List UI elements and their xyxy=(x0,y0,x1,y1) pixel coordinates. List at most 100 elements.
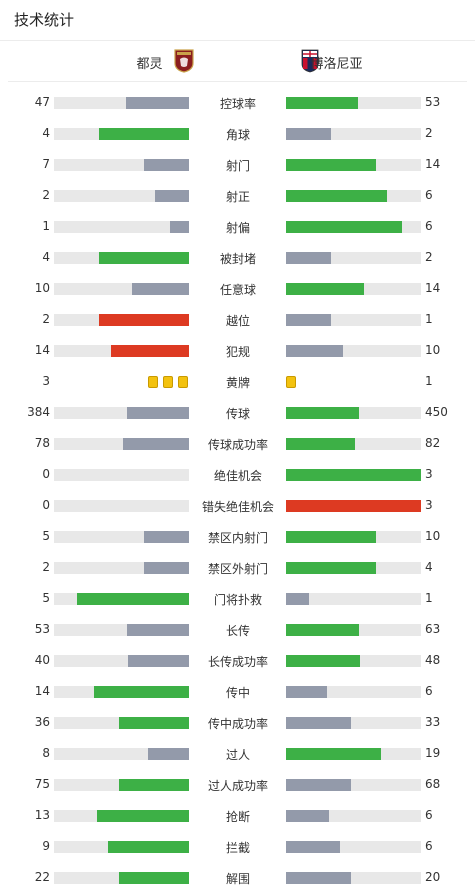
stat-row: 53 长传 63 xyxy=(0,615,475,646)
home-stat-value: 8 xyxy=(42,746,50,760)
page-title: 技术统计 xyxy=(0,0,475,41)
away-stat-value: 20 xyxy=(425,870,441,884)
home-stat-bar xyxy=(54,283,189,295)
home-stat-value: 53 xyxy=(34,622,50,636)
stat-row: 3 黄牌 1 xyxy=(0,367,475,398)
stat-row: 40 长传成功率 48 xyxy=(0,646,475,677)
away-stat-bar-fill xyxy=(286,624,359,636)
stat-row: 75 过人成功率 68 xyxy=(0,770,475,801)
home-stat-bar xyxy=(54,500,189,512)
away-stat-bar xyxy=(286,407,421,419)
away-stat-bar xyxy=(286,500,421,512)
home-stat-bar xyxy=(54,810,189,822)
away-stat-bar xyxy=(286,128,421,140)
stat-label: 传中 xyxy=(225,686,250,700)
away-stat-bar-fill xyxy=(286,717,351,729)
away-stat-value: 14 xyxy=(425,157,441,171)
stat-row: 5 门将扑救 1 xyxy=(0,584,475,615)
stat-label: 禁区内射门 xyxy=(207,531,268,545)
stat-label: 犯规 xyxy=(225,345,250,359)
home-stat-bar xyxy=(54,345,189,357)
stat-label: 角球 xyxy=(225,128,250,142)
away-stat-bar xyxy=(286,97,421,109)
bologna-crest-icon xyxy=(301,49,319,73)
away-stat-value: 19 xyxy=(425,746,441,760)
away-stat-bar-fill xyxy=(286,562,376,574)
home-stat-bar-fill xyxy=(123,438,189,450)
stat-label: 过人成功率 xyxy=(207,779,268,793)
home-stat-bar-fill xyxy=(155,190,189,202)
away-stat-bar xyxy=(286,283,421,295)
stat-row: 36 传中成功率 33 xyxy=(0,708,475,739)
home-stat-bar xyxy=(54,97,189,109)
away-stat-bar-fill xyxy=(286,159,376,171)
home-stat-value: 78 xyxy=(34,436,50,450)
stat-label: 传中成功率 xyxy=(207,717,268,731)
yellow-card-icon xyxy=(163,376,173,388)
home-stat-value: 40 xyxy=(34,653,50,667)
home-stat-bar-fill xyxy=(119,872,189,884)
away-stat-value: 63 xyxy=(425,622,441,636)
stat-row: 0 错失绝佳机会 3 xyxy=(0,491,475,522)
away-stat-value: 1 xyxy=(425,374,433,388)
yellow-card-icon xyxy=(178,376,188,388)
away-stat-value: 450 xyxy=(425,405,448,419)
away-stat-value: 10 xyxy=(425,529,441,543)
stat-row: 5 禁区内射门 10 xyxy=(0,522,475,553)
stat-row: 22 解围 20 xyxy=(0,863,475,894)
home-stat-bar xyxy=(54,221,189,233)
home-stat-bar xyxy=(54,593,189,605)
away-stat-value: 33 xyxy=(425,715,441,729)
away-stat-bar xyxy=(286,531,421,543)
away-stat-value: 4 xyxy=(425,560,433,574)
home-stat-bar xyxy=(54,128,189,140)
stat-label: 拦截 xyxy=(225,841,250,855)
away-stat-bar xyxy=(286,438,421,450)
stat-row: 78 传球成功率 82 xyxy=(0,429,475,460)
stat-label: 长传成功率 xyxy=(207,655,268,669)
away-stat-bar-fill xyxy=(286,221,402,233)
away-stat-bar xyxy=(286,469,421,481)
away-stat-value: 2 xyxy=(425,126,433,140)
away-stat-bar-fill xyxy=(286,252,331,264)
away-stat-bar xyxy=(286,841,421,853)
away-stat-bar xyxy=(286,190,421,202)
home-stat-bar-fill xyxy=(119,717,189,729)
away-stat-bar-fill xyxy=(286,469,421,481)
stat-label: 错失绝佳机会 xyxy=(201,500,274,514)
away-stat-bar xyxy=(286,717,421,729)
stat-row: 4 被封堵 2 xyxy=(0,243,475,274)
away-stat-bar xyxy=(286,686,421,698)
home-stat-value: 13 xyxy=(34,808,50,822)
stat-row: 2 越位 1 xyxy=(0,305,475,336)
stat-row: 7 射门 14 xyxy=(0,150,475,181)
home-stat-value: 22 xyxy=(34,870,50,884)
home-stat-bar-fill xyxy=(108,841,189,853)
home-stat-bar-fill xyxy=(144,159,189,171)
home-stat-value: 2 xyxy=(42,560,50,574)
home-stat-value: 9 xyxy=(42,839,50,853)
home-stat-value: 384 xyxy=(27,405,50,419)
home-stat-bar-fill xyxy=(97,810,189,822)
home-stat-value: 0 xyxy=(42,467,50,481)
away-stat-bar xyxy=(286,252,421,264)
away-stat-value: 14 xyxy=(425,281,441,295)
stat-label: 传球成功率 xyxy=(207,438,268,452)
away-stat-bar xyxy=(286,872,421,884)
away-stat-bar-fill xyxy=(286,686,327,698)
stat-label: 越位 xyxy=(225,314,250,328)
home-stat-bar xyxy=(54,872,189,884)
home-stat-bar xyxy=(54,655,189,667)
stat-row: 4 角球 2 xyxy=(0,119,475,150)
home-stat-value: 5 xyxy=(42,529,50,543)
away-stat-bar-fill xyxy=(286,97,358,109)
away-stat-value: 6 xyxy=(425,839,433,853)
stat-row: 14 传中 6 xyxy=(0,677,475,708)
away-stat-value: 1 xyxy=(425,312,433,326)
away-stat-bar xyxy=(286,624,421,636)
away-stat-bar-fill xyxy=(286,314,331,326)
away-stat-bar xyxy=(286,159,421,171)
stat-row: 47 控球率 53 xyxy=(0,88,475,119)
stat-label: 射偏 xyxy=(225,221,250,235)
stat-label: 传球 xyxy=(225,407,250,421)
